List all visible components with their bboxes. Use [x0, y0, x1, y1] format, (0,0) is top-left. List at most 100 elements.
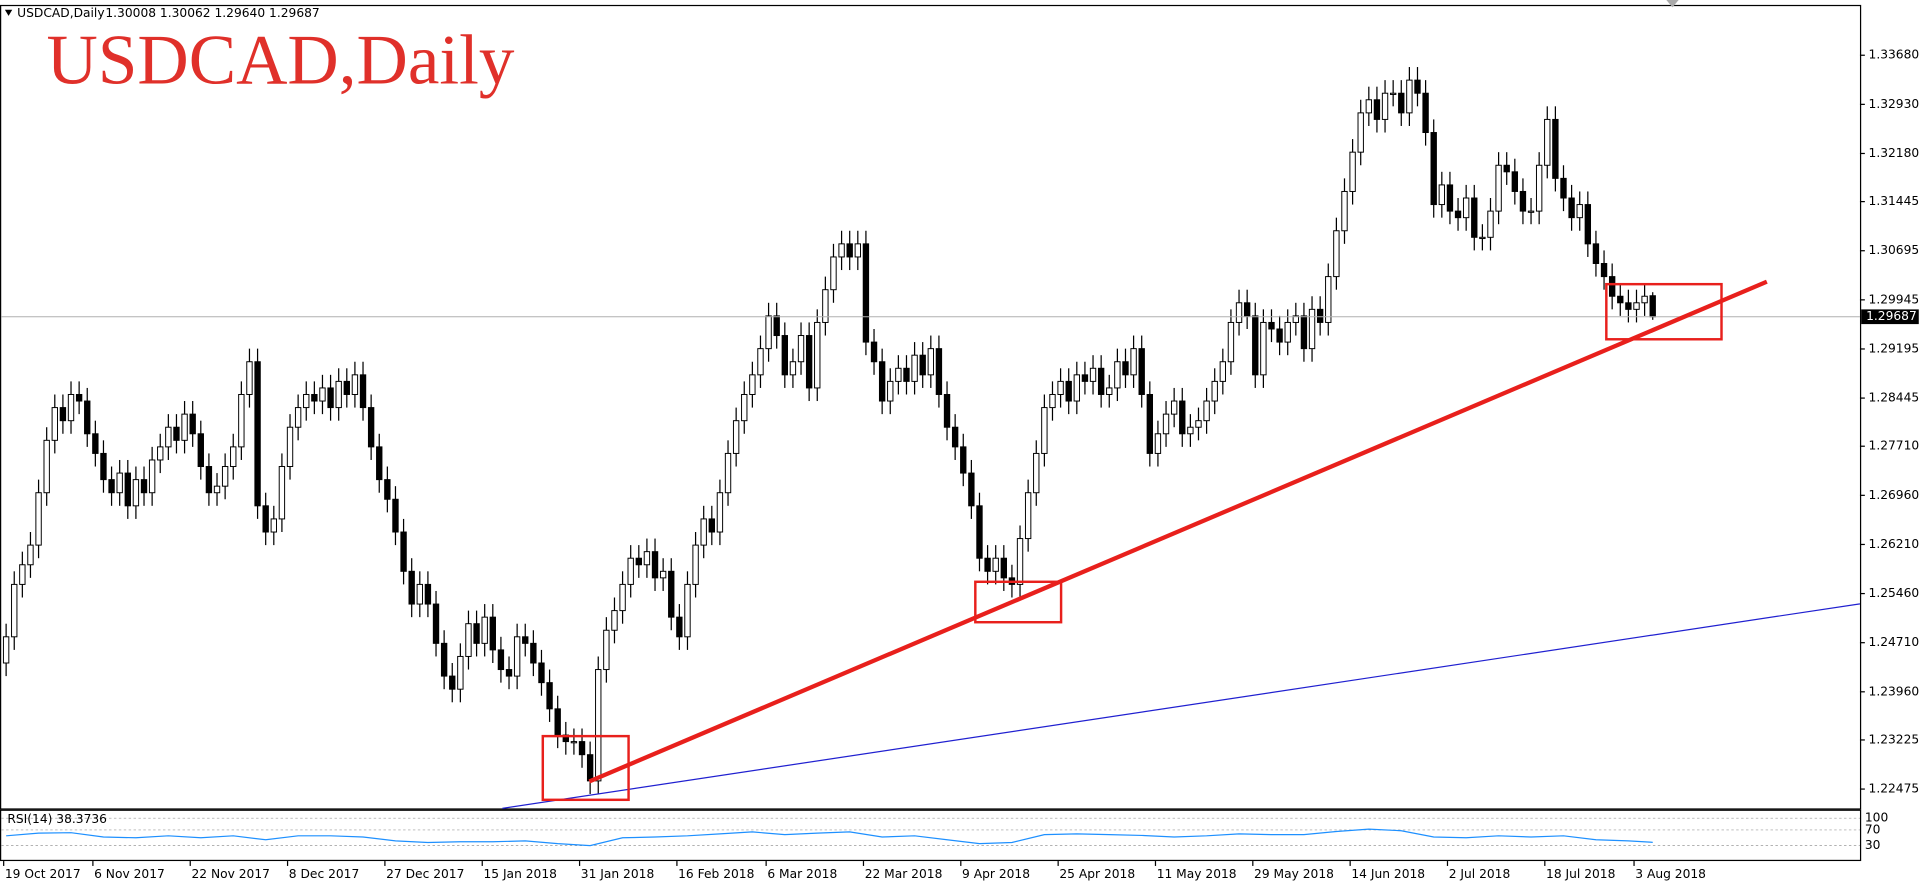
candle-body [773, 315, 780, 337]
candle-body [1203, 400, 1210, 422]
candle-body [173, 426, 180, 441]
candle-body [148, 459, 156, 494]
candle-body [870, 341, 878, 363]
candle-body [1065, 380, 1072, 402]
candle-body [1333, 230, 1340, 278]
x-tick-label: 19 Oct 2017 [5, 867, 81, 881]
candle-body [351, 374, 359, 395]
candle-body [116, 472, 123, 494]
candle-body [878, 361, 886, 402]
candle-body [1649, 295, 1656, 318]
candle-body [497, 649, 505, 671]
candle-body [1154, 433, 1162, 454]
candle-body [84, 400, 91, 435]
candle-body [489, 616, 496, 651]
candle-body [108, 479, 115, 494]
candle-body [757, 348, 764, 376]
candle-body [903, 367, 910, 382]
candle-body [1243, 302, 1251, 317]
candle-body [1600, 263, 1608, 278]
candle-body [1381, 92, 1389, 120]
candle-body [578, 741, 586, 756]
candle-body [157, 446, 164, 461]
candle-body [359, 374, 367, 409]
x-tick-label: 18 Jul 2018 [1546, 867, 1615, 881]
candle-body [1268, 321, 1275, 330]
candle-body [2, 636, 10, 664]
menu-arrow[interactable] [4, 9, 13, 16]
candle-body [1446, 184, 1454, 212]
candle-body [27, 544, 34, 566]
candle-body [1276, 328, 1283, 343]
candle-body [822, 289, 829, 323]
candle-body [1625, 302, 1632, 310]
candle-body [1471, 197, 1478, 238]
candle-body [51, 407, 58, 441]
candle-body [530, 642, 537, 664]
x-tick-label: 16 Feb 2018 [678, 867, 754, 881]
candle-body [1138, 348, 1145, 395]
x-tick-label: 2 Jul 2018 [1449, 867, 1511, 881]
candle-body [1114, 361, 1121, 389]
candle-body [189, 413, 196, 435]
rsi-tick-label: 70 [1865, 822, 1881, 836]
candle-body [400, 531, 407, 572]
highlight-box [974, 580, 1063, 624]
candle-body [1073, 374, 1081, 402]
candle-body [473, 623, 480, 644]
y-tick-label: 1.29195 [1869, 341, 1920, 355]
candle-body [140, 479, 148, 494]
candle-body [862, 243, 870, 343]
candle-body [392, 498, 399, 533]
candle-body [797, 335, 805, 363]
highlight-box [1605, 282, 1723, 341]
candle-body [805, 335, 813, 389]
x-tick-label: 6 Mar 2018 [767, 867, 837, 881]
x-tick-label: 15 Jan 2018 [483, 867, 556, 881]
rsi-title: RSI(14) 38.3736 [7, 812, 107, 826]
header-symbol: USDCAD,Daily [17, 6, 104, 20]
candle-body [919, 354, 926, 376]
candle-body [1438, 184, 1446, 206]
candle-body [635, 557, 642, 566]
candle-body [1227, 321, 1235, 363]
candle-body [1260, 321, 1267, 376]
candle-body [432, 603, 440, 644]
y-tick-label: 1.30695 [1869, 243, 1920, 257]
candle-body [59, 407, 67, 422]
candle-body [700, 518, 707, 546]
x-tick-label: 29 May 2018 [1254, 867, 1334, 881]
candle-body [376, 446, 383, 481]
candle-body [1519, 190, 1527, 212]
candle-body [1179, 400, 1186, 435]
candle-body [976, 505, 983, 559]
candle-body [1316, 308, 1324, 323]
x-tick-label: 22 Mar 2018 [865, 867, 943, 881]
x-tick-label: 31 Jan 2018 [581, 867, 654, 881]
candle-body [1049, 393, 1056, 409]
last-price-box [1861, 309, 1919, 325]
chart-title: USDCAD,Daily [47, 22, 515, 100]
candle-body [278, 466, 286, 520]
trend-line-blue [502, 603, 1861, 809]
candle-body [270, 518, 277, 533]
candle-body [1414, 79, 1421, 94]
candle-body [449, 675, 456, 690]
candle-body [1568, 197, 1575, 219]
candle-body [246, 361, 253, 395]
candle-body [124, 472, 131, 507]
candle-body [1325, 276, 1332, 323]
candle-body [465, 623, 472, 657]
candle-body [570, 741, 578, 744]
candle-body [1252, 315, 1259, 376]
candle-body [513, 636, 521, 677]
candle-body [1495, 164, 1502, 212]
candle-body [1041, 407, 1048, 454]
candle-body [75, 393, 83, 402]
candle-body [716, 492, 724, 533]
candle-body [684, 583, 691, 638]
candle-body [1487, 210, 1494, 238]
x-tick-label: 25 Apr 2018 [1059, 867, 1135, 881]
candle-body [789, 361, 797, 376]
